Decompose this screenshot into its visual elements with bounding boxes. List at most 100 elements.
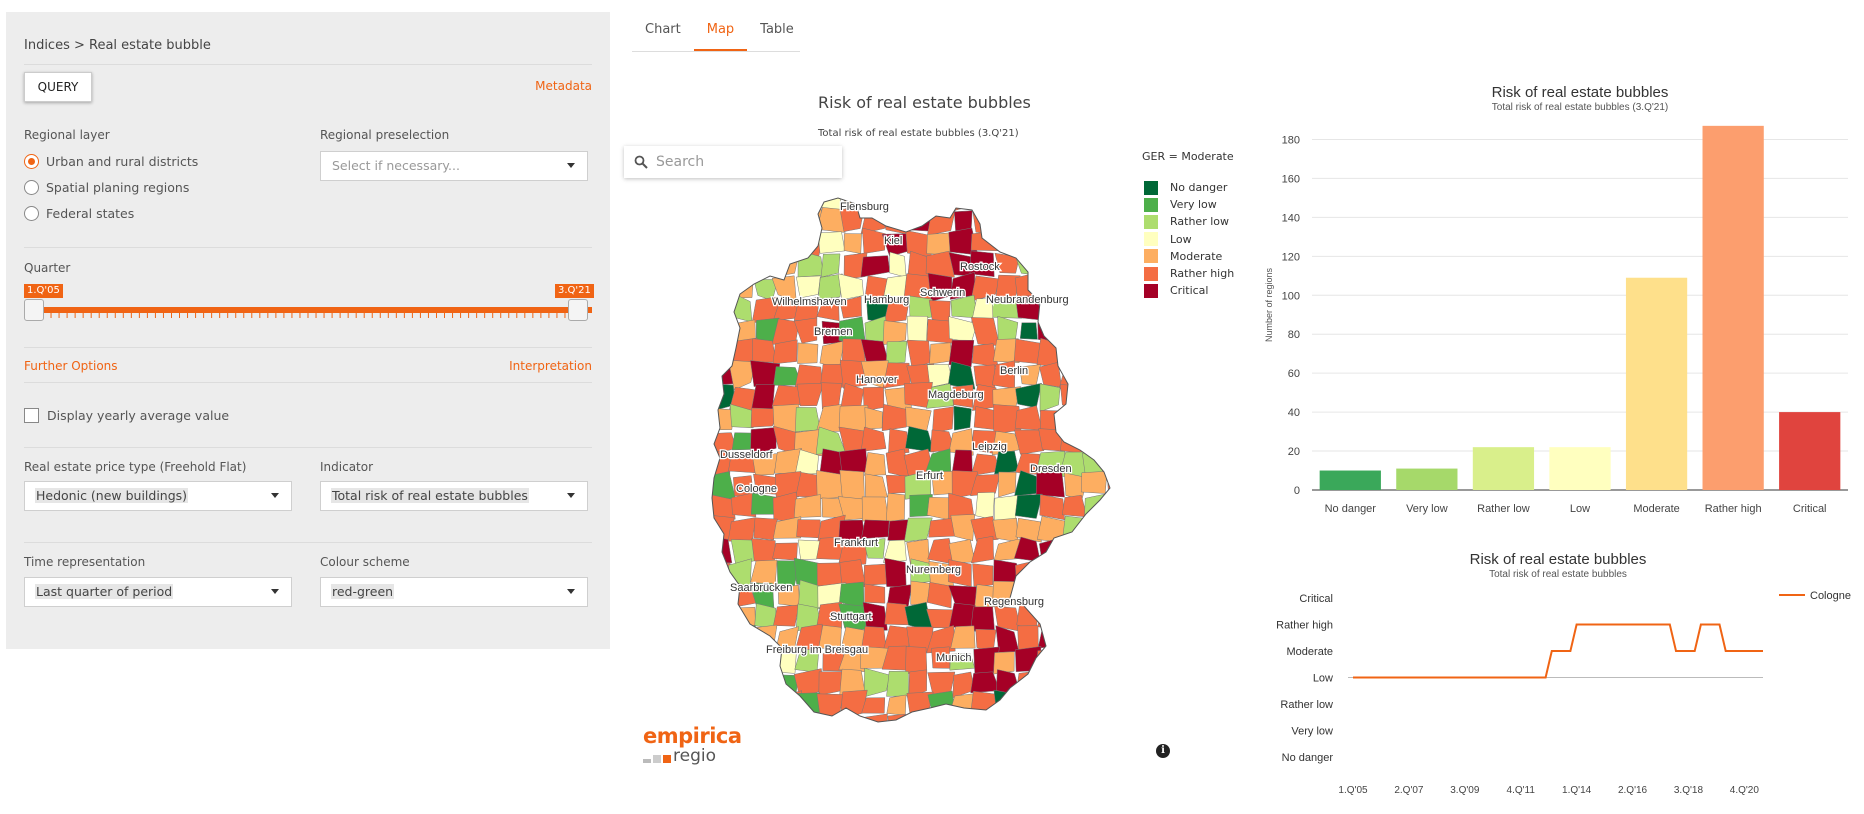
map-region[interactable] <box>1103 671 1114 694</box>
map-region[interactable] <box>751 338 777 363</box>
tab-chart[interactable]: Chart <box>645 22 681 37</box>
map-region[interactable] <box>796 383 824 407</box>
map-region[interactable] <box>970 516 999 542</box>
map-region[interactable] <box>771 275 797 302</box>
map-region[interactable] <box>970 191 995 207</box>
map-region[interactable] <box>796 275 821 299</box>
map-region[interactable] <box>993 338 1020 363</box>
map-region[interactable] <box>993 651 1015 675</box>
map-region[interactable] <box>711 670 735 696</box>
map-region[interactable] <box>975 492 995 520</box>
map-region[interactable] <box>793 317 818 344</box>
map-region[interactable] <box>948 188 977 213</box>
map-region[interactable] <box>908 669 927 699</box>
map-region[interactable] <box>1015 518 1042 543</box>
map-region[interactable] <box>998 471 1017 498</box>
map-region[interactable] <box>1101 603 1114 633</box>
map-region[interactable] <box>1106 470 1114 498</box>
map-region[interactable] <box>1101 427 1114 455</box>
map-region[interactable] <box>749 713 777 728</box>
map-region[interactable] <box>795 623 823 651</box>
map-region[interactable] <box>733 668 754 695</box>
map-region[interactable] <box>772 516 802 539</box>
map-region[interactable] <box>710 694 733 720</box>
map-region[interactable] <box>751 384 775 410</box>
map-region[interactable] <box>950 625 976 649</box>
map-region[interactable] <box>994 495 1018 522</box>
map-region[interactable] <box>839 296 862 319</box>
slider-end-handle[interactable] <box>568 299 588 321</box>
map-region[interactable] <box>751 538 776 562</box>
map-region[interactable] <box>1015 209 1040 231</box>
map-region[interactable] <box>710 493 736 520</box>
indicator-select[interactable]: Total risk of real estate bubbles <box>320 481 588 511</box>
map-region[interactable] <box>903 517 933 543</box>
map-region[interactable] <box>1080 647 1109 676</box>
map-region[interactable] <box>710 624 732 649</box>
map-region[interactable] <box>889 251 907 278</box>
map-region[interactable] <box>729 188 757 212</box>
map-region[interactable] <box>991 296 1023 319</box>
map-region[interactable] <box>1058 690 1087 719</box>
map-region[interactable] <box>1014 694 1043 719</box>
map-region[interactable] <box>970 712 999 728</box>
radio-spatial-planing-regions[interactable]: Spatial planing regions <box>24 180 189 195</box>
map-region[interactable] <box>995 274 1021 302</box>
map-region[interactable] <box>772 715 798 728</box>
map-region[interactable] <box>882 320 907 346</box>
query-button[interactable]: QUERY <box>24 72 92 102</box>
map-region[interactable] <box>1063 649 1086 675</box>
map-region[interactable] <box>793 494 822 518</box>
map-region[interactable] <box>1014 429 1045 455</box>
map-region[interactable] <box>1037 515 1067 543</box>
map-region[interactable] <box>993 689 1021 719</box>
map-region[interactable] <box>883 294 911 324</box>
map-region[interactable] <box>1036 337 1063 367</box>
bar-no-danger[interactable] <box>1319 470 1381 490</box>
map-region[interactable] <box>820 253 841 278</box>
map-region[interactable] <box>839 208 865 232</box>
map-region[interactable] <box>838 717 864 728</box>
map-region[interactable] <box>1102 408 1114 430</box>
map-region[interactable] <box>862 227 886 254</box>
map-region[interactable] <box>772 542 798 561</box>
map-region[interactable] <box>1086 406 1106 434</box>
regional-preselection-select[interactable]: Select if necessary... <box>320 151 588 181</box>
map-region[interactable] <box>995 188 1016 209</box>
map-region[interactable] <box>753 206 779 234</box>
map-region[interactable] <box>970 535 994 564</box>
map-region[interactable] <box>992 517 1019 543</box>
map-region[interactable] <box>777 207 797 233</box>
map-region[interactable] <box>774 690 803 721</box>
map-region[interactable] <box>929 712 956 728</box>
map-region[interactable] <box>1040 233 1064 258</box>
map-region[interactable] <box>711 230 734 254</box>
map-region[interactable] <box>1086 384 1109 411</box>
map-region[interactable] <box>861 697 886 714</box>
map-region[interactable] <box>1058 188 1083 214</box>
map-region[interactable] <box>710 317 734 346</box>
map-region[interactable] <box>970 275 1000 302</box>
map-region[interactable] <box>1081 625 1109 652</box>
map-region[interactable] <box>1102 361 1114 386</box>
map-region[interactable] <box>1080 585 1110 607</box>
map-region[interactable] <box>1104 387 1114 408</box>
tab-map[interactable]: Map <box>693 18 748 51</box>
map-region[interactable] <box>710 602 734 632</box>
map-region[interactable] <box>970 473 1001 497</box>
map-region[interactable] <box>932 406 954 434</box>
map-region[interactable] <box>998 227 1016 253</box>
map-region[interactable] <box>727 624 756 654</box>
slider-start-handle[interactable] <box>24 299 44 321</box>
time-representation-select[interactable]: Last quarter of period <box>24 577 292 607</box>
map-region[interactable] <box>1103 495 1114 522</box>
map-region[interactable] <box>1036 253 1065 279</box>
map-region[interactable] <box>881 403 912 432</box>
map-region[interactable] <box>860 360 889 389</box>
map-region[interactable] <box>817 231 846 254</box>
map-region[interactable] <box>1082 188 1108 211</box>
radio-button[interactable] <box>24 180 39 195</box>
map-region[interactable] <box>753 517 778 541</box>
map-region[interactable] <box>1038 670 1066 697</box>
map-region[interactable] <box>1063 537 1087 564</box>
